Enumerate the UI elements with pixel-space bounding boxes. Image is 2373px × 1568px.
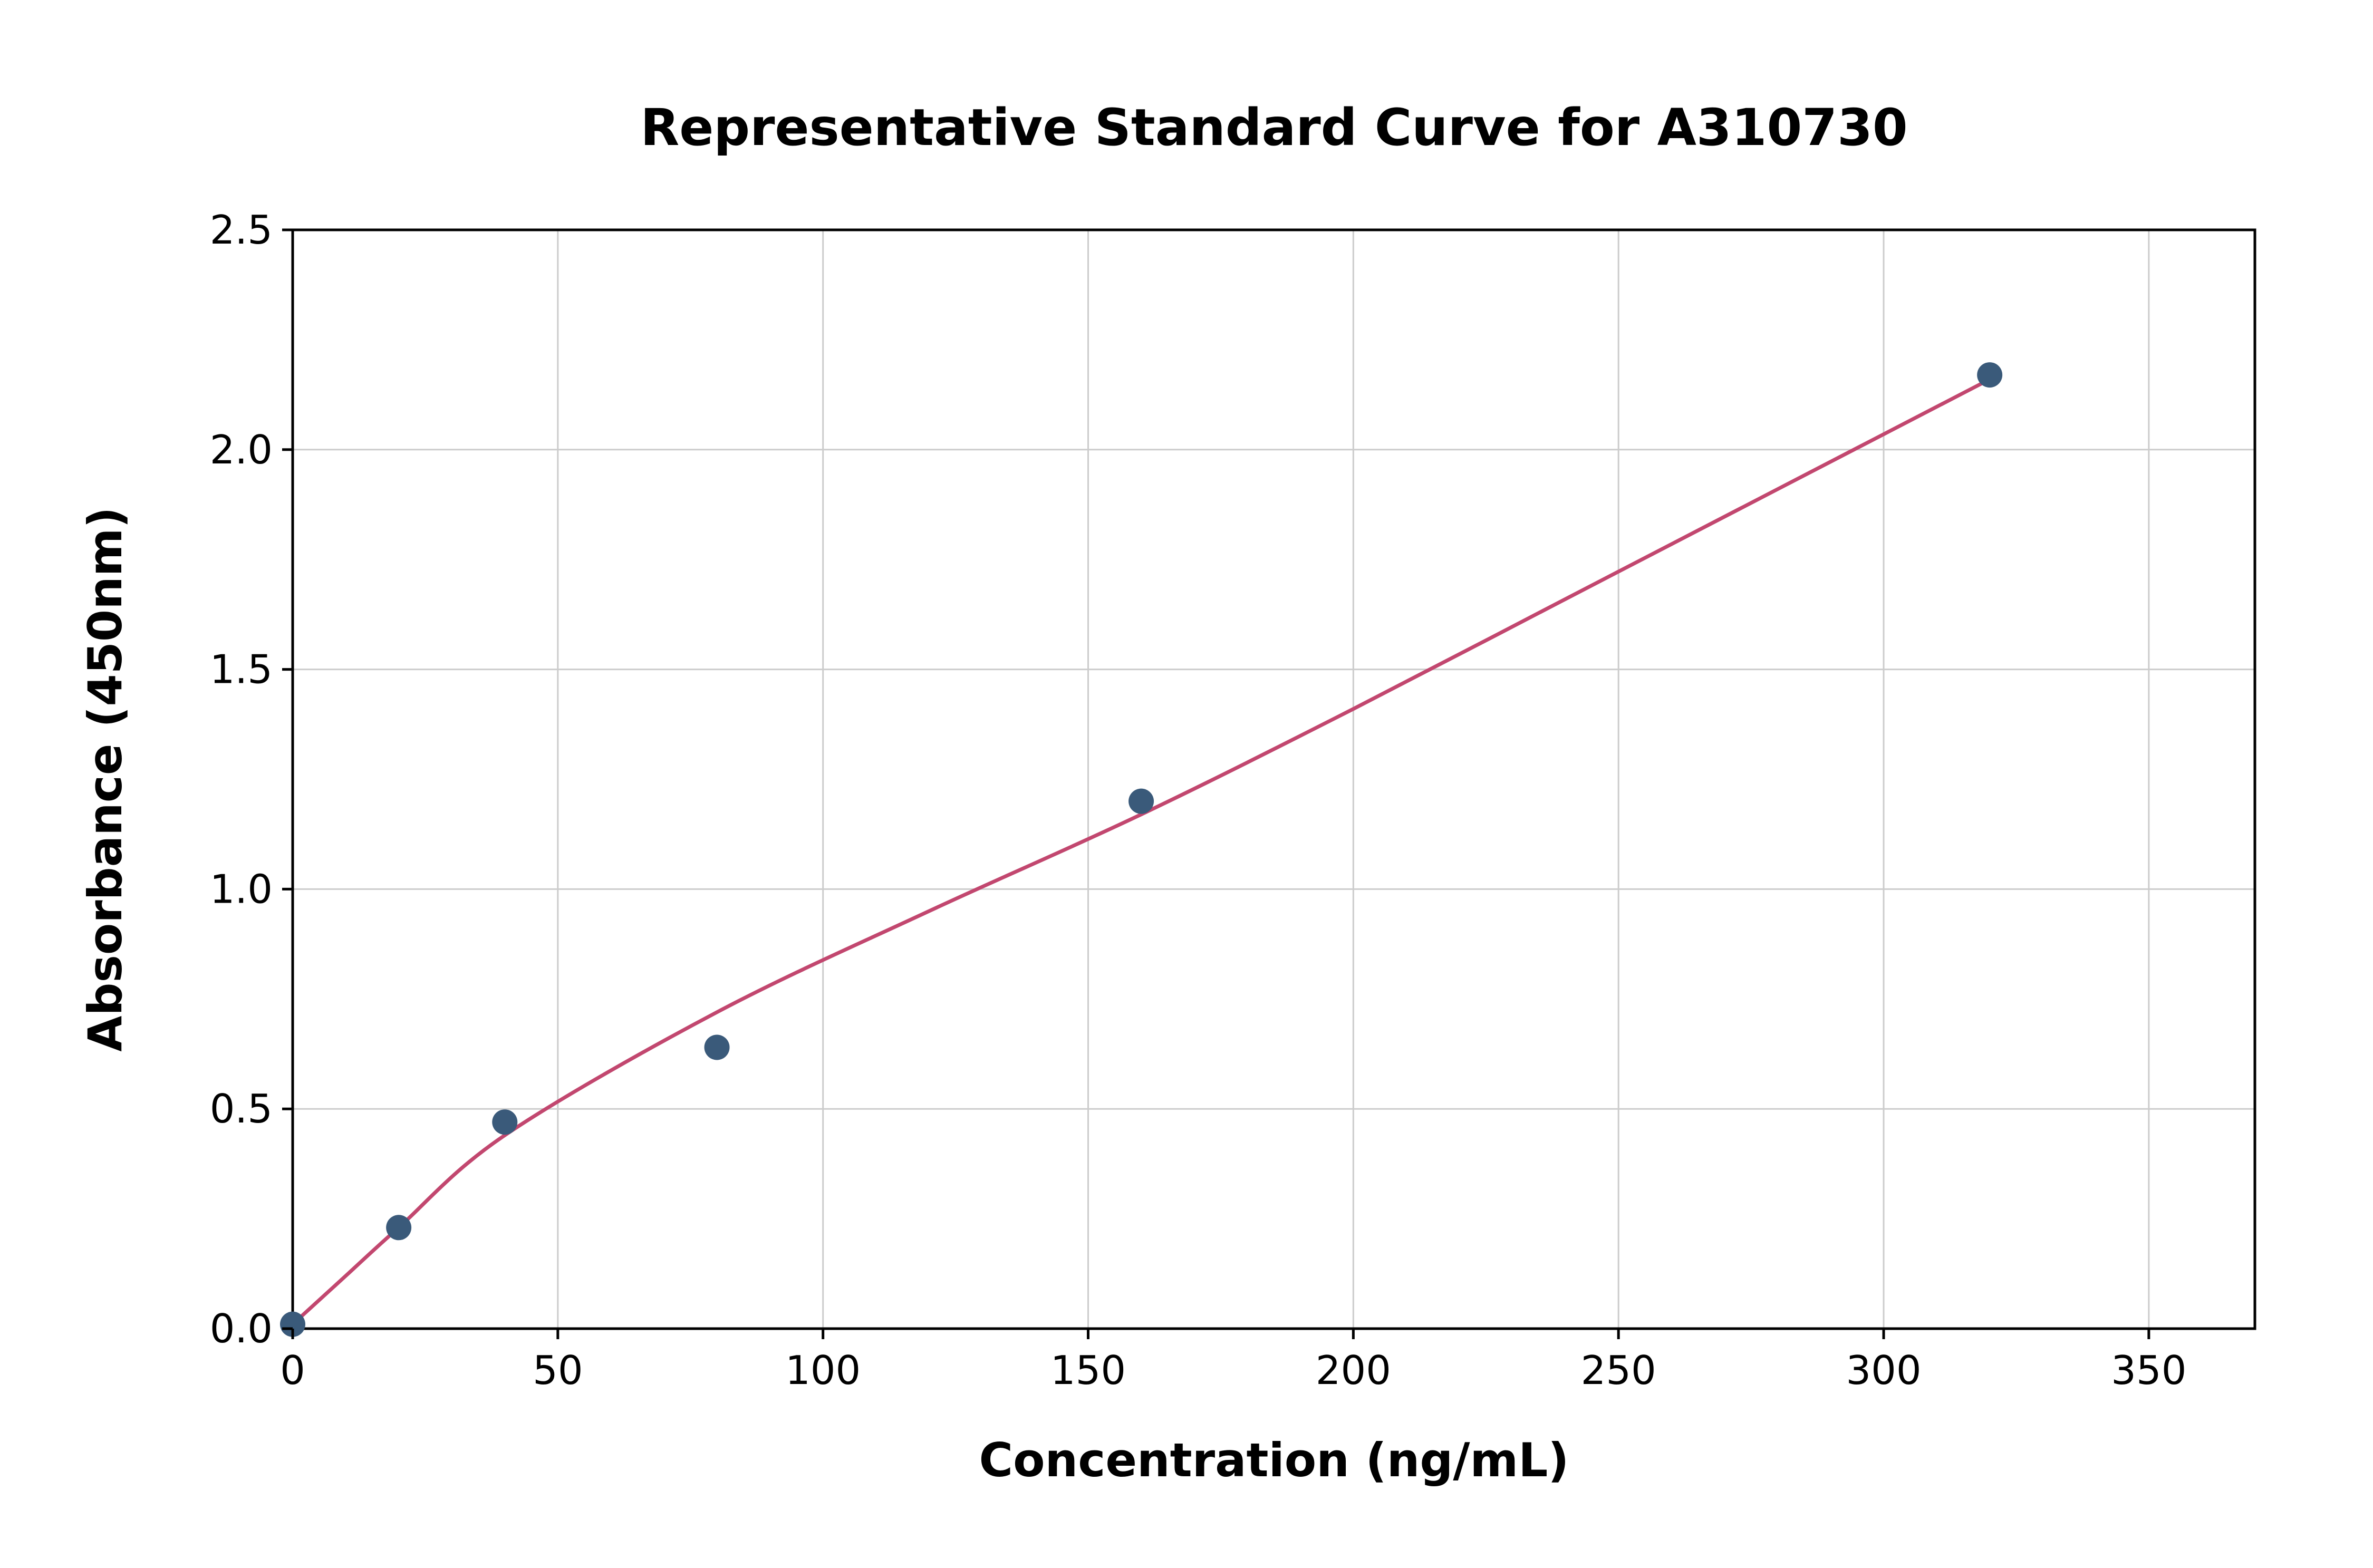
fit-curve	[291, 377, 1992, 1327]
y-tick-label: 1.5	[210, 646, 273, 693]
x-tick-label: 0	[280, 1347, 305, 1393]
axes-box	[291, 228, 2256, 1330]
y-tick-label: 2.5	[210, 207, 273, 253]
x-tick-label: 150	[1050, 1347, 1126, 1393]
x-tick-label: 100	[785, 1347, 861, 1393]
data-point	[492, 1109, 518, 1135]
x-tick-label: 300	[1846, 1347, 1921, 1393]
x-tick-label: 350	[2111, 1347, 2186, 1393]
y-tick-label: 1.0	[210, 866, 273, 912]
data-point	[704, 1034, 730, 1060]
data-point	[1977, 362, 2003, 388]
data-point	[1128, 788, 1154, 814]
plot-area	[280, 362, 2003, 1337]
x-tick-label: 200	[1316, 1347, 1391, 1393]
axes-box-layer	[291, 228, 2256, 1330]
data-point	[386, 1215, 412, 1241]
x-tick-label: 250	[1581, 1347, 1656, 1393]
y-tick-label: 0.0	[210, 1305, 273, 1352]
x-axis-label: Concentration (ng/mL)	[979, 1433, 1569, 1487]
y-axis-label: Absorbance (450nm)	[78, 507, 132, 1051]
data-point	[280, 1311, 305, 1337]
chart-title: Representative Standard Curve for A31073…	[640, 98, 1907, 157]
y-tick-label: 0.5	[210, 1086, 273, 1132]
x-tick-label: 50	[533, 1347, 583, 1393]
tick-layer: 0 50 100 150 200 250 300 350 0.0 0.5 1.0 1.5 2.0 2.5	[210, 207, 2187, 1393]
y-tick-label: 2.0	[210, 427, 273, 473]
